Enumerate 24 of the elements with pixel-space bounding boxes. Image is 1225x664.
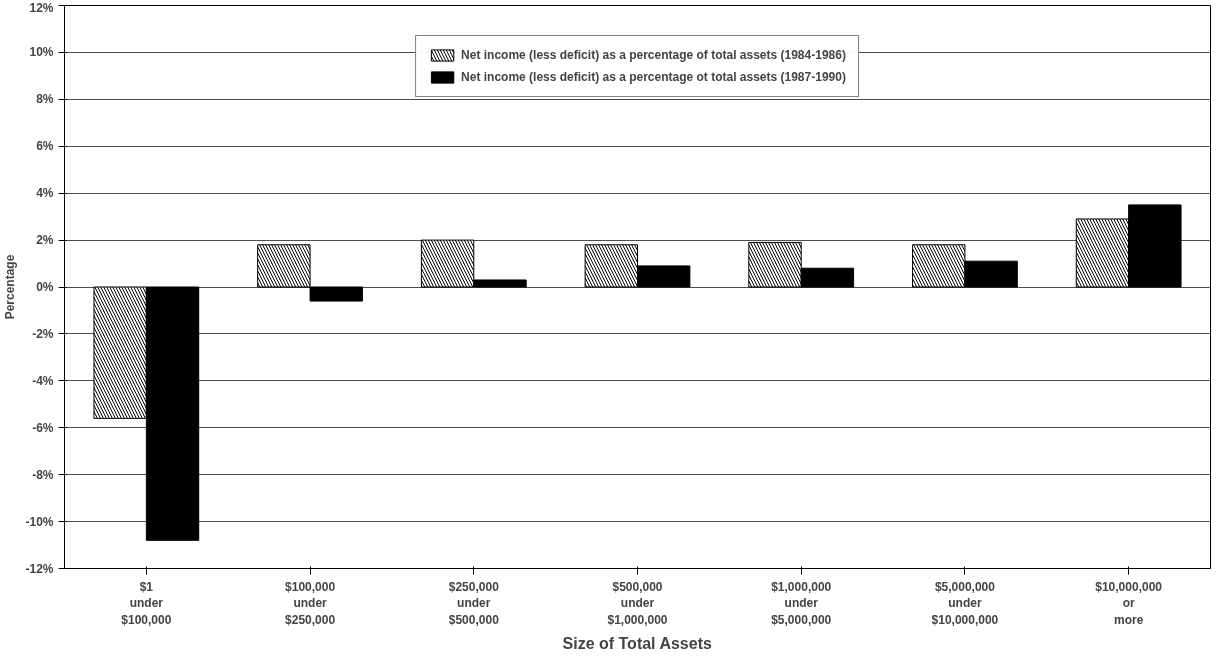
legend-label: Net income (less deficit) as a percentage of total assets (1984-1986) xyxy=(461,48,846,62)
x-tick-label: $5,000,000 under $10,000,000 xyxy=(931,579,999,628)
y-tick-label: -6% xyxy=(32,420,54,435)
x-tick-label: $1,000,000 under $5,000,000 xyxy=(771,579,832,628)
x-axis-title: Size of Total Assets xyxy=(562,635,712,653)
y-tick-label: 10% xyxy=(29,45,54,60)
y-tick-label: -4% xyxy=(32,373,54,388)
y-tick-label: -10% xyxy=(25,514,54,529)
y-tick-label: -8% xyxy=(32,467,54,482)
y-tick-label: 4% xyxy=(36,186,54,201)
y-axis-title: Percentage xyxy=(3,254,18,320)
y-tick-label: 2% xyxy=(36,233,54,248)
y-tick-label: -12% xyxy=(25,561,54,576)
y-tick-label: 6% xyxy=(36,139,54,154)
y-tick-label: 12% xyxy=(29,0,54,15)
legend-label: Net income (less deficit) as a percentage ot total assets (1987-1990) xyxy=(461,70,846,84)
x-tick-label: $500,000 under $1,000,000 xyxy=(607,579,668,628)
y-tick-label: -2% xyxy=(32,326,54,341)
x-tick-label: $250,000 under $500,000 xyxy=(448,579,500,628)
x-tick-label: $1 under $100,000 xyxy=(121,579,172,628)
x-tick-label: $100,000 under $250,000 xyxy=(285,579,336,628)
x-tick-label: $10,000,000 or more xyxy=(1095,579,1163,628)
y-tick-label: 8% xyxy=(36,92,54,107)
y-tick-label: 0% xyxy=(36,280,54,294)
